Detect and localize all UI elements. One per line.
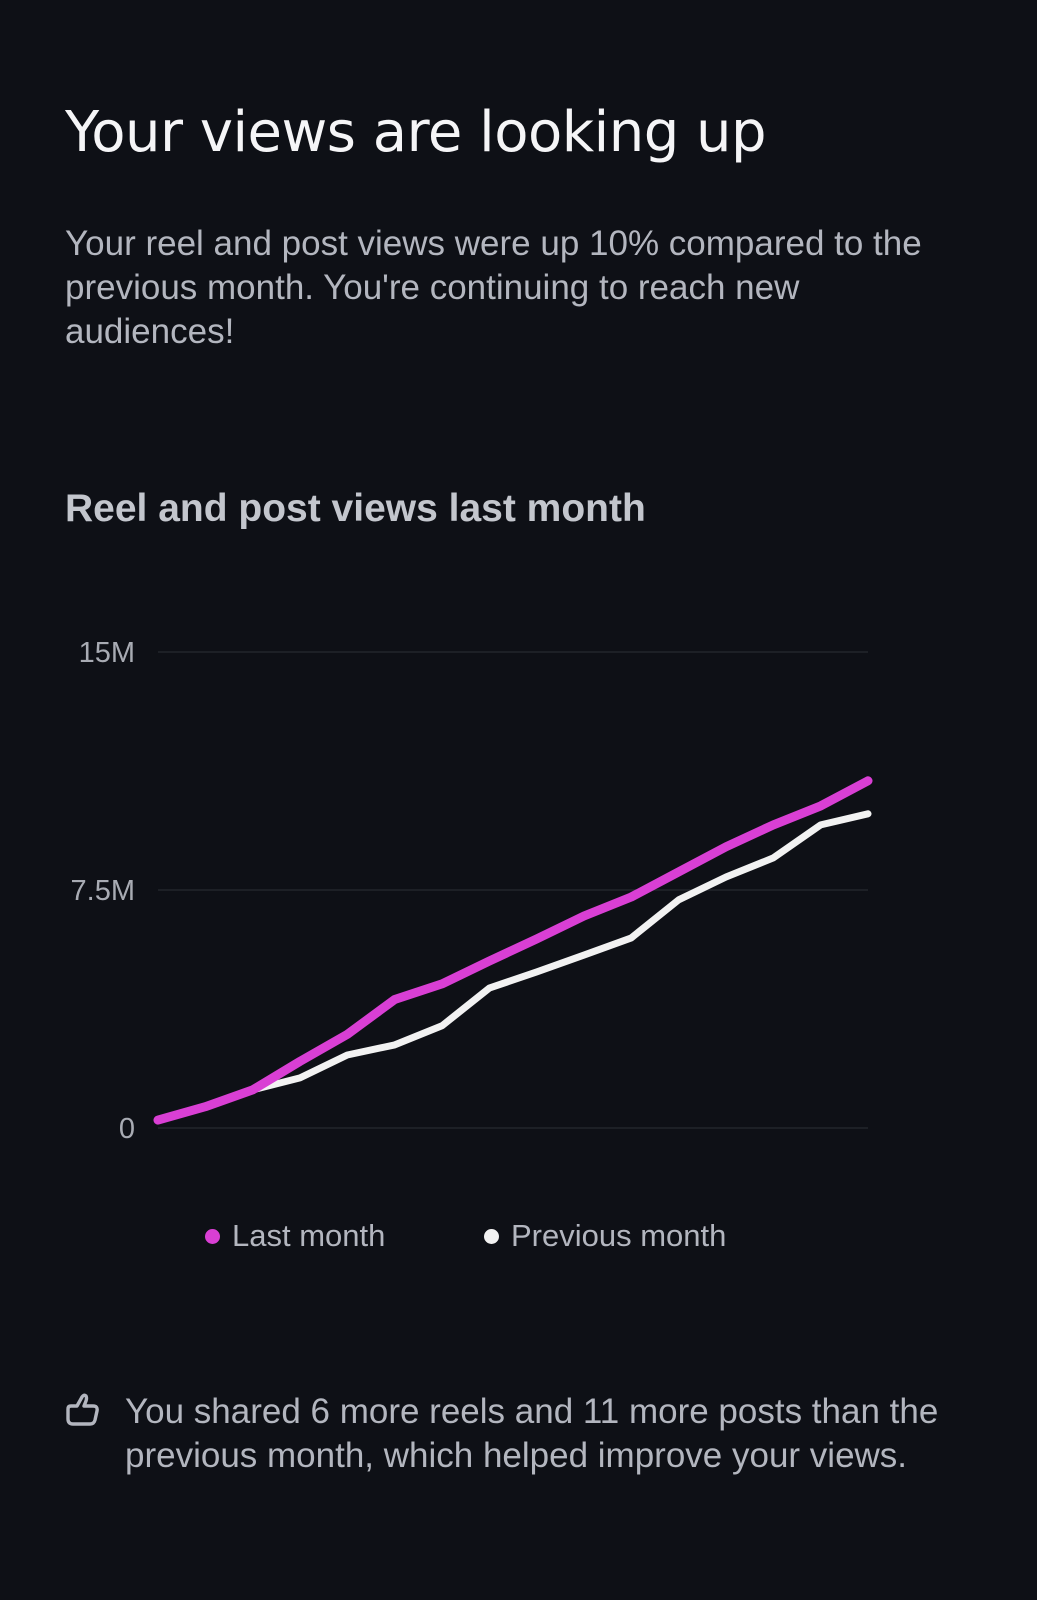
legend-dot-last-month	[205, 1228, 220, 1244]
chart-title: Reel and post views last month	[65, 487, 646, 530]
summary-description: Your reel and post views were up 10% com…	[65, 224, 922, 351]
legend-label-last-month: Last month	[232, 1218, 386, 1253]
legend-dot-previous-month	[484, 1228, 499, 1244]
legend-item-previous-month: Previous month	[484, 1218, 726, 1254]
thumbs-up-icon	[66, 1393, 99, 1426]
series-line-last-month	[153, 776, 873, 1125]
footer-insight: You shared 6 more reels and 11 more post…	[125, 1392, 939, 1475]
legend-item-last-month: Last month	[205, 1218, 385, 1254]
line-chart: 0 7.5M 15M	[71, 637, 873, 1145]
page-title: Your views are looking up	[65, 100, 767, 165]
y-tick-label: 7.5M	[71, 875, 135, 907]
legend-label-previous-month: Previous month	[511, 1218, 727, 1253]
series-line-previous-month	[154, 810, 872, 1124]
y-tick-label: 0	[119, 1113, 135, 1145]
y-tick-label: 15M	[79, 637, 135, 669]
